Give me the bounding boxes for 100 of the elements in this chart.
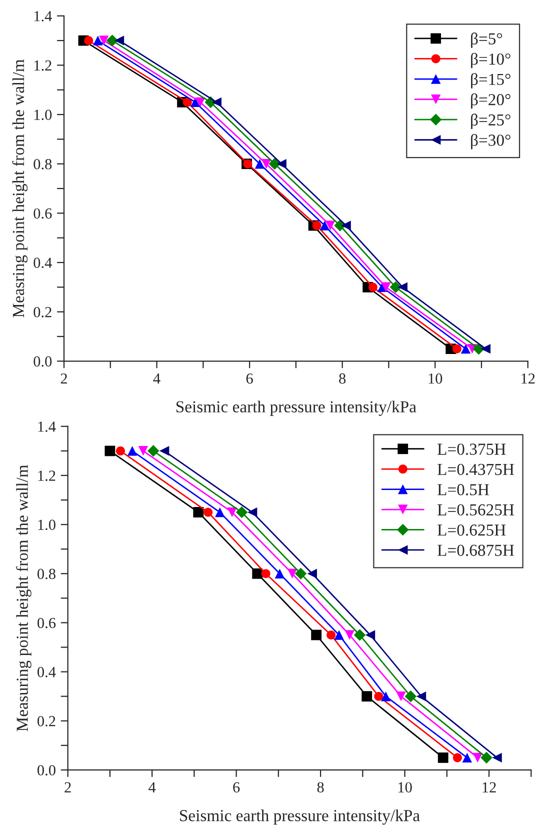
point [276,158,286,169]
y-tick-label: 1.0 [38,520,56,530]
y-tick-label: 0.6 [38,618,56,628]
x-tick-label: 6 [233,782,240,793]
point [398,282,408,292]
point [480,344,491,354]
point [99,36,109,46]
legend-label: β=5° [471,32,502,48]
x-tick-label: 4 [153,374,160,384]
legend-label: β=10° [471,52,510,68]
point [312,220,322,230]
point [460,344,471,354]
x-tick-label: 8 [317,782,324,793]
point [182,98,192,107]
text: 0.0 [34,356,52,367]
x-tick-label: 12 [482,782,496,792]
point [396,691,406,702]
point [274,568,285,578]
point [127,446,138,456]
x-tick-label: 10 [428,373,442,384]
point [492,752,502,763]
x-tick-label: 8 [339,373,346,384]
point [307,568,317,578]
x-tick-label: 10 [398,782,412,793]
point [116,446,125,456]
point [254,158,265,169]
point [480,752,492,764]
y-axis-title: Measring point height from the wall/m [12,59,28,318]
point [365,630,376,640]
point [138,446,148,456]
legend-label: L=0.625H [438,524,506,536]
text: 0.0 [38,765,56,776]
point [362,691,372,702]
x-tick-label: 2 [64,782,71,792]
y-tick-label: 1.2 [38,470,56,481]
y-tick-label: 1.4 [34,11,52,22]
point [374,692,384,701]
point [368,282,378,292]
y-tick-label: 0.4 [34,258,52,268]
legend-label: β=30° [471,134,510,150]
point [452,753,462,762]
point [159,446,170,456]
point [334,630,344,640]
legend-label: L=0.4375H [438,464,514,476]
point [247,507,258,518]
point [344,630,354,640]
point [311,630,322,640]
point [326,630,336,640]
x-tick-label: 6 [246,373,253,384]
point [196,97,206,108]
point [204,508,213,517]
point [452,344,462,354]
y-tick-label: 0.8 [38,568,56,580]
point [252,568,263,579]
point [287,568,298,578]
point [462,752,472,763]
point [236,506,248,518]
y-tick-label: 0.2 [38,716,56,726]
point [341,220,351,230]
point [261,158,272,169]
point [404,690,417,702]
point [84,36,94,46]
legend-label: L=0.5625H [438,504,514,516]
point [190,97,200,108]
y-tick-label: 0.6 [34,208,52,219]
point [416,691,426,702]
point [472,752,483,763]
y-axis-title: Measuring point height from the wall/m [16,464,32,732]
point [93,36,103,46]
point [320,220,330,230]
point [438,752,448,763]
x-axis-title: Seismic earth pressure intensity/kPa [176,400,416,416]
point [193,507,204,518]
legend-label: β=20° [471,93,510,109]
point [381,282,391,292]
legend-label: L=0.6875H [438,544,514,556]
legend-label: L=0.5H [438,484,489,496]
y-tick-label: 1.2 [34,60,52,71]
y-tick-label: 1.0 [34,110,52,120]
point [261,569,270,578]
point [227,507,237,518]
point [212,97,222,108]
x-tick-label: 4 [148,782,156,792]
point [380,691,391,702]
y-tick-label: 0.2 [34,306,52,318]
legend-label: β=25° [471,114,510,129]
point [147,445,160,457]
point [294,568,307,580]
point [106,34,118,46]
point [325,220,336,230]
legend-label: L=0.375H [438,444,506,455]
point [114,36,124,46]
legend-label: β=15° [471,73,510,88]
y-tick-label: 0.4 [38,666,56,678]
y-tick-label: 1.4 [38,422,56,432]
point [268,158,280,170]
x-tick-label: 12 [522,373,535,384]
point [104,446,116,456]
x-tick-label: 2 [60,373,67,384]
point [354,629,366,641]
